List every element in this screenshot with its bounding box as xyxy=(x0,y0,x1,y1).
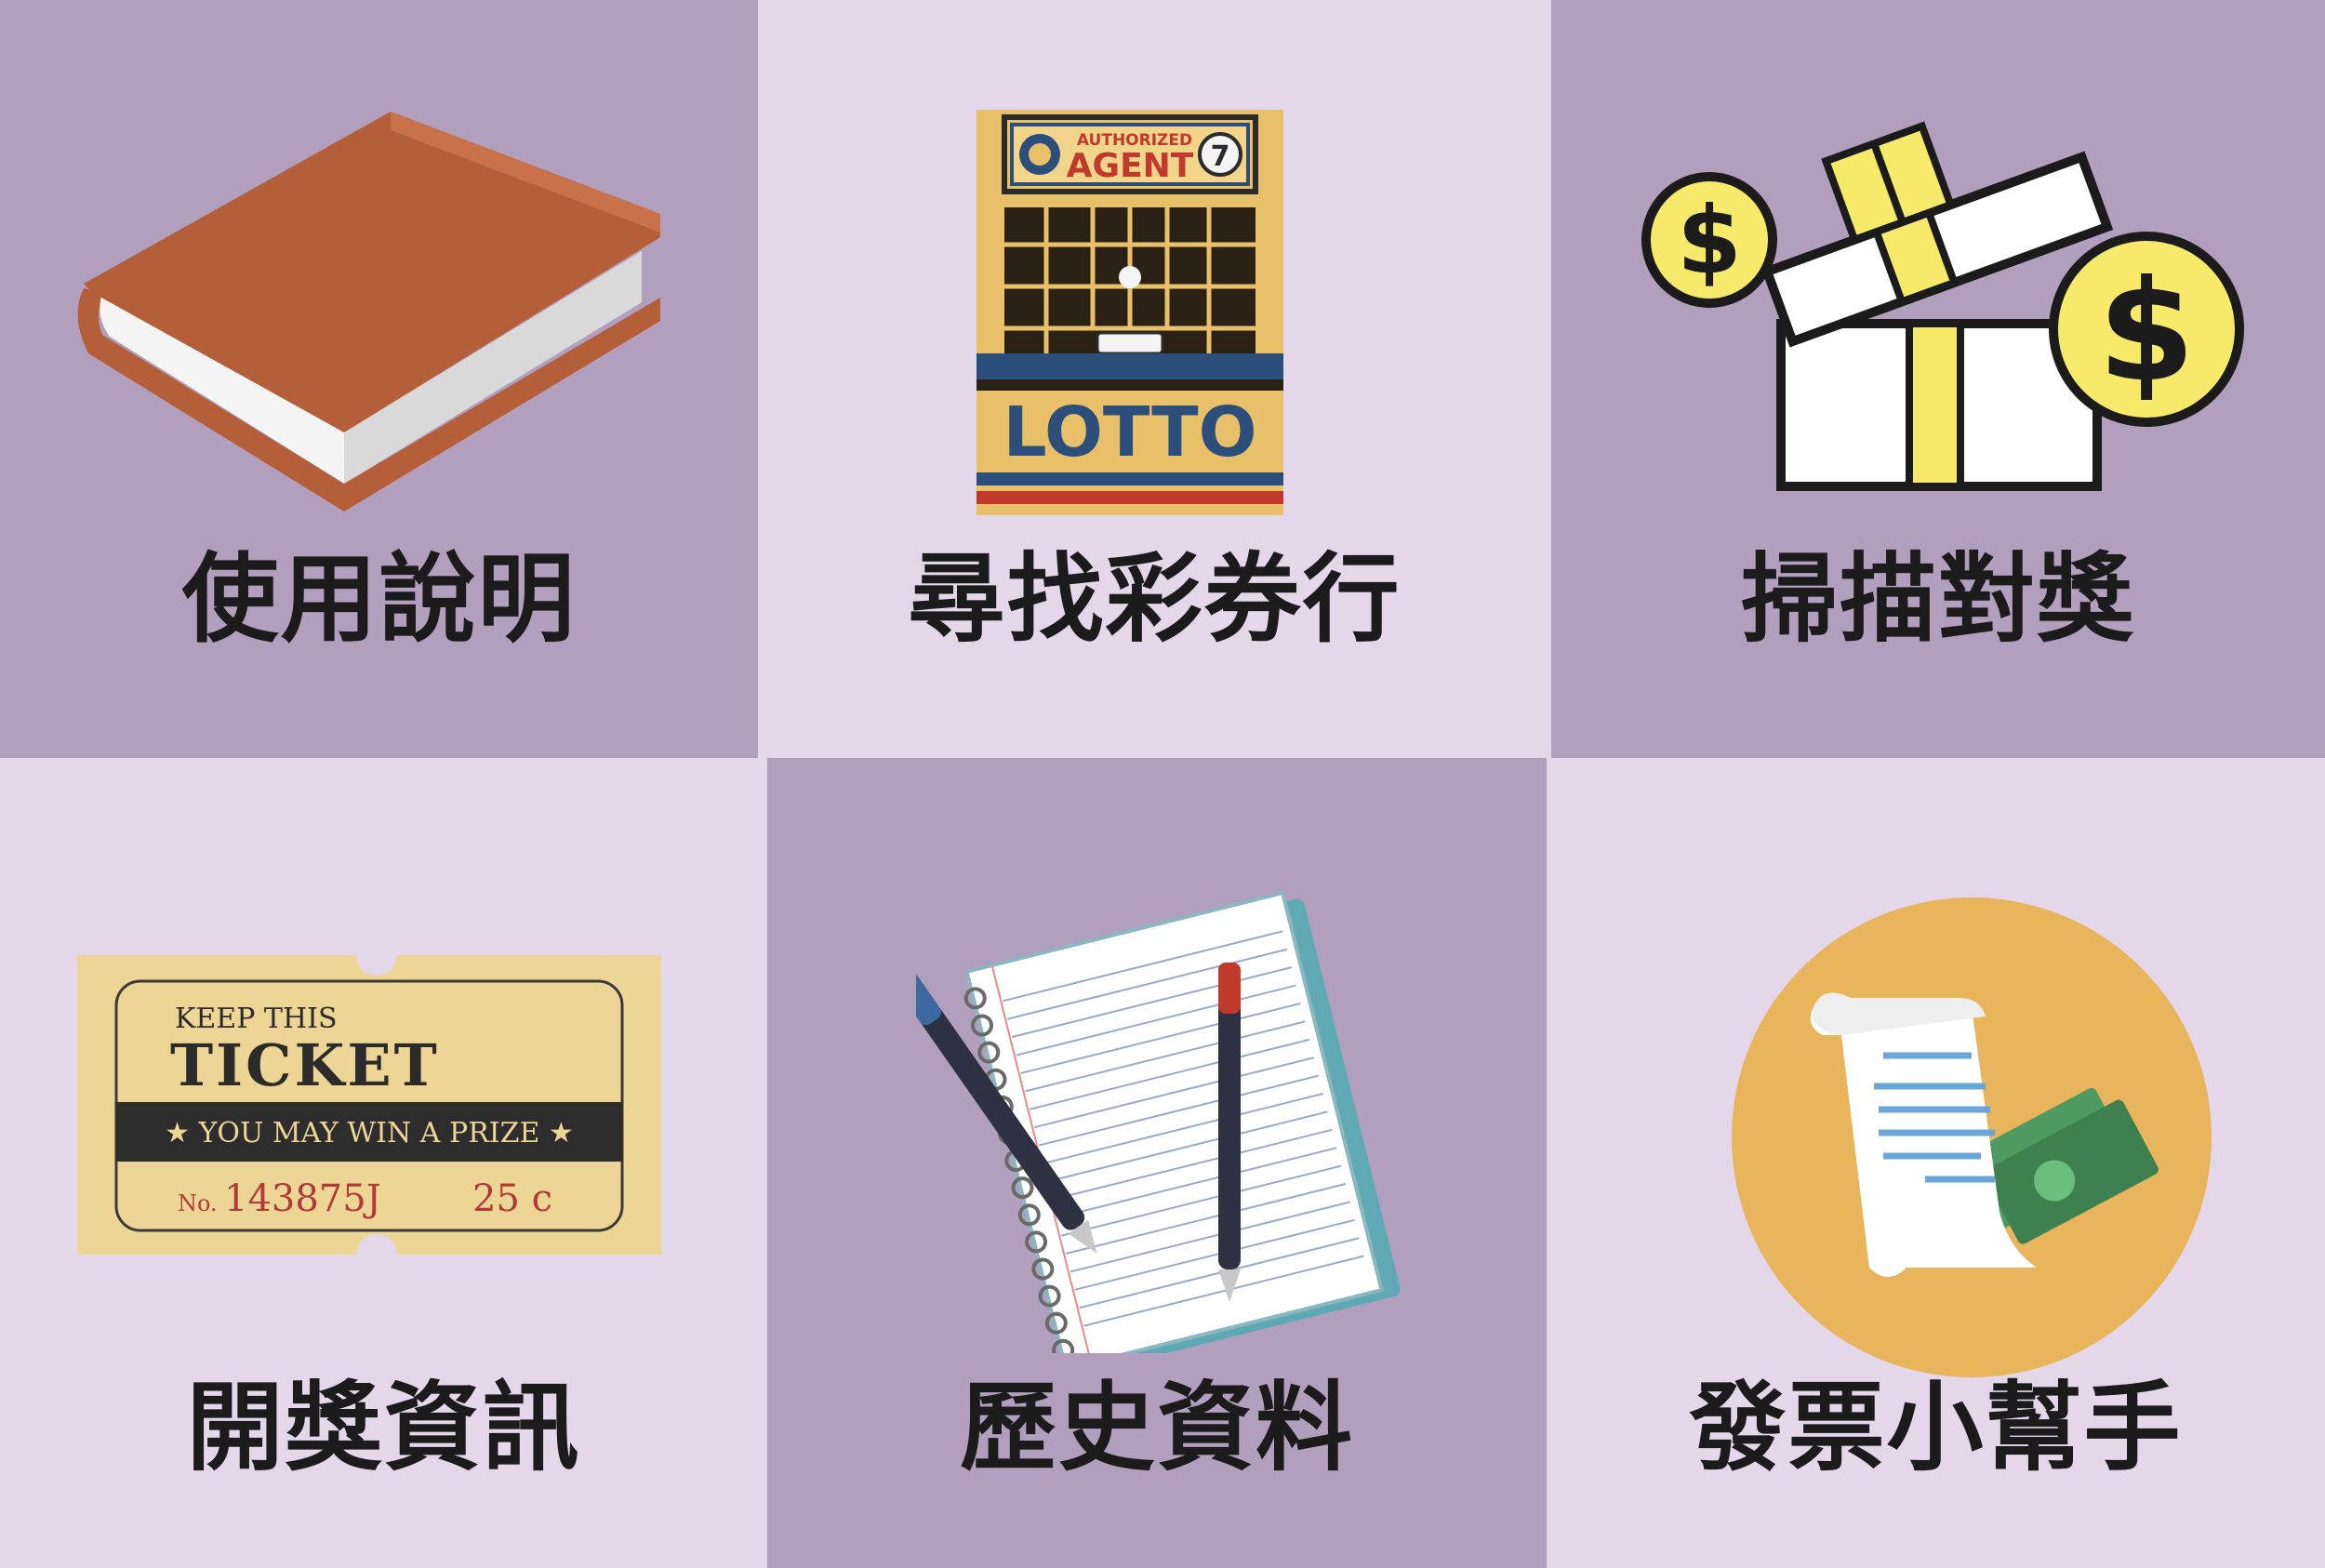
lottery-store-icon: AUTHORIZED AGENT 7 xyxy=(976,110,1283,515)
store-lotto-word: LOTTO xyxy=(1003,392,1257,472)
store-sign-top: AUTHORIZED xyxy=(1077,131,1192,150)
menu-tile-invoice-helper[interactable]: 發票小幫手 xyxy=(1547,758,2325,1568)
receipt-money-icon xyxy=(1730,896,2213,1379)
store-sign-number: 7 xyxy=(1211,140,1230,173)
coin-symbol-right: $ xyxy=(2098,251,2195,413)
ticket-icon: KEEP THIS TICKET ★ YOU MAY WIN A PRIZE ★… xyxy=(77,955,661,1255)
menu-label-find-store: 尋找彩券行 xyxy=(908,542,1402,656)
ticket-serial: 143875J xyxy=(224,1177,381,1220)
menu-tile-instructions[interactable]: 使用說明 xyxy=(0,0,758,758)
ticket-line1: KEEP THIS xyxy=(175,1003,338,1035)
menu-tile-find-store[interactable]: AUTHORIZED AGENT 7 xyxy=(758,0,1551,758)
ticket-line2: TICKET xyxy=(170,1031,440,1099)
menu-label-invoice-helper: 發票小幫手 xyxy=(1689,1371,2183,1484)
menu-label-history: 歷史資料 xyxy=(959,1371,1354,1484)
menu-label-instructions: 使用說明 xyxy=(181,542,577,656)
ticket-price: 25 c xyxy=(472,1177,552,1220)
menu-tile-history[interactable]: 歷史資料 xyxy=(767,758,1547,1568)
menu-tile-draw-info[interactable]: KEEP THIS TICKET ★ YOU MAY WIN A PRIZE ★… xyxy=(0,758,767,1568)
book-icon xyxy=(65,102,670,530)
gift-box-money-icon: $ $ xyxy=(1640,110,2244,500)
menu-tile-scan[interactable]: $ $ 掃描對獎 xyxy=(1551,0,2325,758)
notebook-pens-icon xyxy=(916,888,1400,1353)
ticket-banner: ★ YOU MAY WIN A PRIZE ★ xyxy=(165,1117,574,1149)
coin-symbol-left: $ xyxy=(1677,186,1742,295)
ticket-no-prefix: No. xyxy=(178,1190,218,1216)
menu-label-scan: 掃描對獎 xyxy=(1740,542,2135,656)
menu-label-draw-info: 開獎資訊 xyxy=(186,1371,581,1484)
store-sign-agent: AGENT xyxy=(1067,147,1194,185)
